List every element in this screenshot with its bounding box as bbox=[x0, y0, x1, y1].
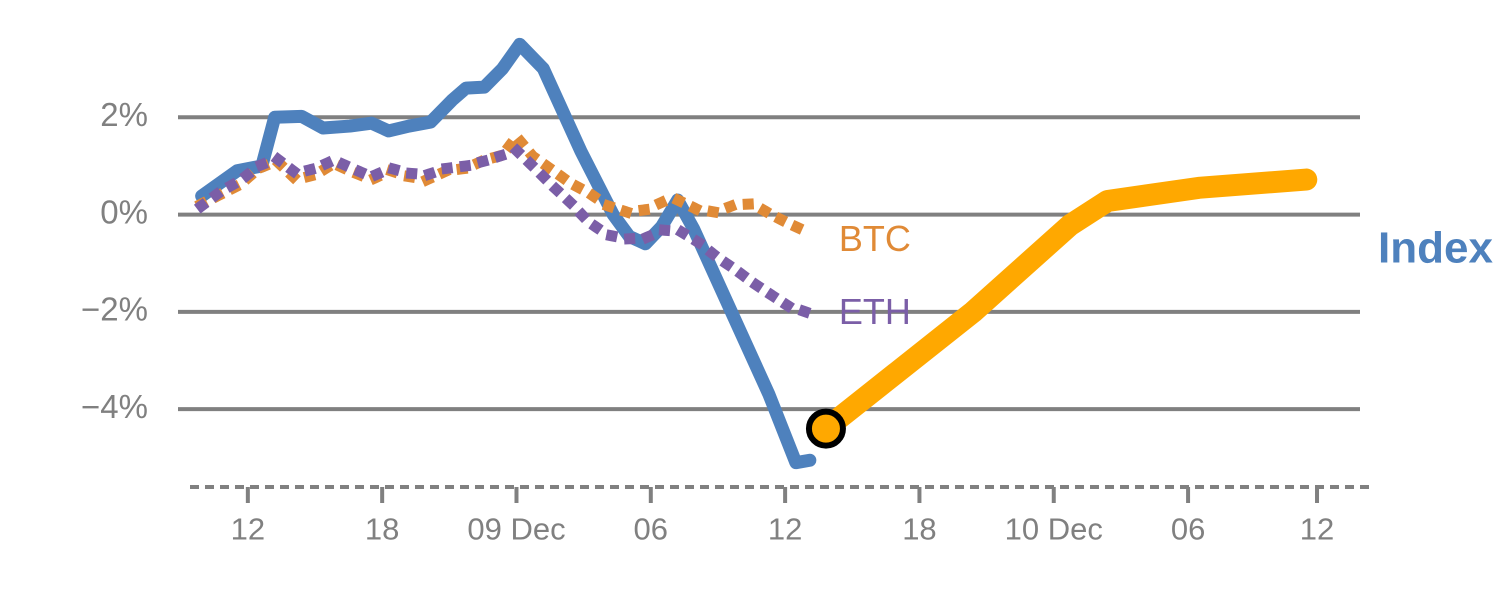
x-tick-label-6: 10 Dec bbox=[1005, 511, 1103, 546]
series-label-index: Index bbox=[1378, 224, 1493, 273]
x-tick-label-3: 06 bbox=[634, 511, 668, 546]
y-axis-tick-labels: 2% 0% −2% −4% bbox=[81, 96, 148, 425]
y-tick-label-0: 2% bbox=[100, 96, 148, 133]
x-axis-tick-labels: 12 18 09 Dec 06 12 18 10 Dec 06 12 bbox=[231, 511, 1335, 546]
series-label-btc: BTC bbox=[839, 218, 911, 259]
series-line-btc bbox=[194, 131, 811, 238]
series-line-eth bbox=[193, 144, 813, 319]
x-tick-label-8: 12 bbox=[1300, 511, 1334, 546]
series-line-index bbox=[195, 37, 817, 470]
x-tick-label-7: 06 bbox=[1171, 511, 1205, 546]
series-labels: Index BTC ETH bbox=[839, 218, 1494, 332]
y-tick-label-1: 0% bbox=[100, 193, 148, 230]
current-value-marker[interactable] bbox=[805, 408, 846, 449]
x-tick-label-1: 18 bbox=[365, 511, 399, 546]
x-tick-label-2: 09 Dec bbox=[467, 511, 565, 546]
y-tick-label-3: −4% bbox=[81, 388, 148, 425]
series-line-forecast bbox=[814, 168, 1318, 440]
x-tick-label-4: 12 bbox=[768, 511, 802, 546]
x-axis-ticks bbox=[245, 487, 1320, 503]
gridlines bbox=[178, 115, 1360, 412]
x-tick-label-0: 12 bbox=[231, 511, 265, 546]
marker-forecast[interactable] bbox=[805, 408, 846, 449]
x-tick-label-5: 18 bbox=[902, 511, 936, 546]
y-tick-label-2: −2% bbox=[81, 291, 148, 328]
series-lines bbox=[193, 37, 1318, 470]
series-label-eth: ETH bbox=[839, 291, 911, 332]
